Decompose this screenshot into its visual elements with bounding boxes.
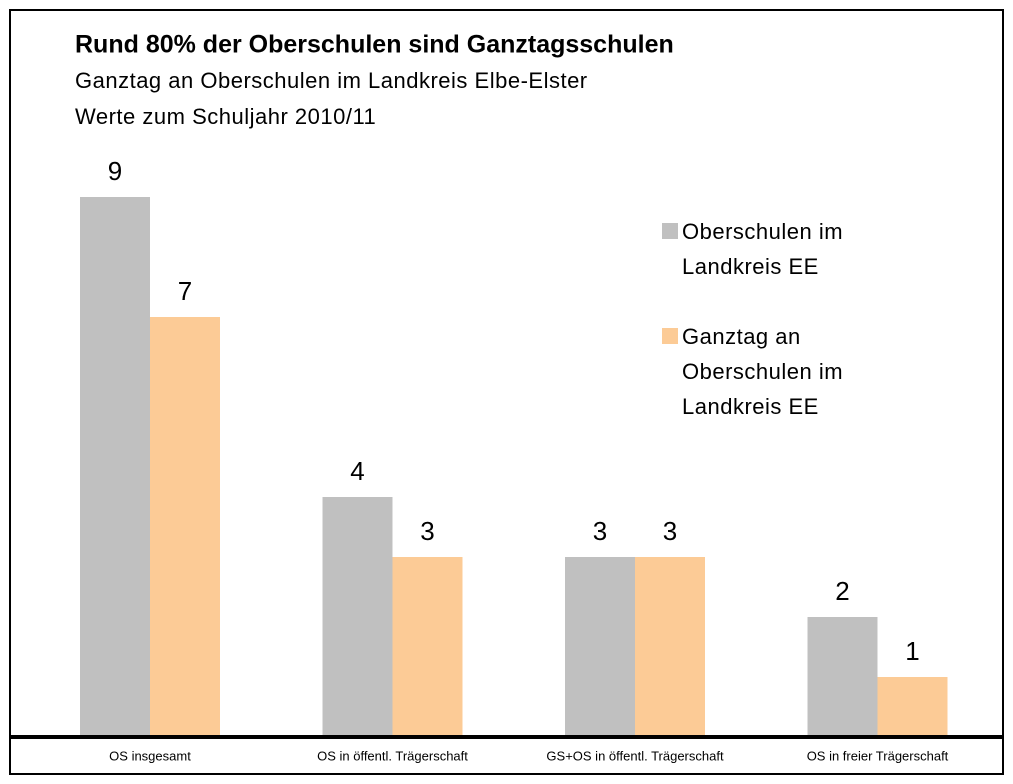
- legend-swatch: [662, 328, 678, 344]
- legend-label: Oberschulen im Landkreis EE: [682, 219, 844, 279]
- x-tick-label: OS in öffentl. Trägerschaft: [317, 748, 468, 763]
- value-label: 7: [178, 276, 192, 306]
- bar: [807, 617, 878, 737]
- legend-item: Oberschulen im Landkreis EE: [660, 214, 885, 284]
- value-label: 2: [835, 576, 849, 606]
- bar: [565, 557, 635, 737]
- frame: [9, 9, 1004, 775]
- value-label: 3: [420, 516, 434, 546]
- value-label: 3: [663, 516, 677, 546]
- bar: [877, 677, 948, 737]
- chart-subtitle: Ganztag an Oberschulen im Landkreis Elbe…: [75, 68, 588, 93]
- value-label: 3: [593, 516, 607, 546]
- legend-label: Ganztag an Oberschulen im Landkreis EE: [682, 324, 844, 419]
- value-label: 4: [350, 456, 364, 486]
- chart-subtitle: Werte zum Schuljahr 2010/11: [75, 104, 376, 129]
- legend-swatch: [662, 223, 678, 239]
- legend-item: Ganztag an Oberschulen im Landkreis EE: [660, 319, 885, 424]
- legend: Oberschulen im Landkreis EE Ganztag an Ob…: [660, 214, 885, 459]
- bar: [392, 557, 463, 737]
- chart-title: Rund 80% der Oberschulen sind Ganztagssc…: [75, 31, 674, 59]
- x-tick-label: OS insgesamt: [109, 748, 191, 763]
- bar: [322, 497, 393, 737]
- bar: [635, 557, 705, 737]
- value-label: 9: [108, 156, 122, 186]
- value-label: 1: [905, 636, 919, 666]
- x-tick-label: OS in freier Trägerschaft: [807, 748, 949, 763]
- bar: [80, 197, 150, 737]
- x-tick-label: GS+OS in öffentl. Trägerschaft: [546, 748, 724, 763]
- bar: [150, 317, 220, 737]
